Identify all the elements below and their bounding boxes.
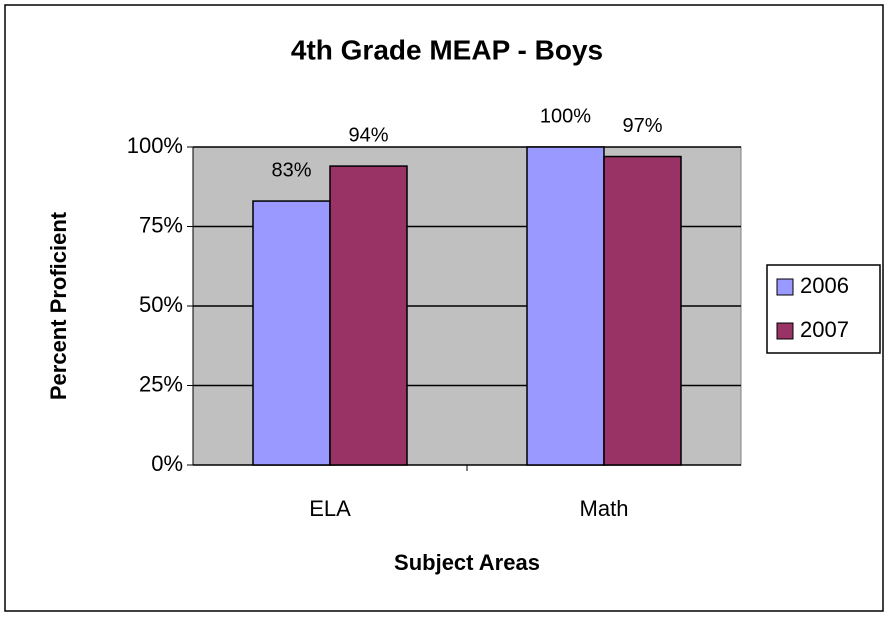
chart-title: 4th Grade MEAP - Boys <box>291 34 603 65</box>
bar <box>603 155 682 466</box>
bar <box>252 200 331 466</box>
x-tick-label: Math <box>580 496 629 521</box>
y-tick-label: 25% <box>139 371 183 396</box>
y-tick-label: 75% <box>139 212 183 237</box>
y-tick-label: 0% <box>151 451 183 476</box>
y-axis-label: Percent Proficient <box>46 211 71 400</box>
x-tick-label: ELA <box>309 496 351 521</box>
bar <box>329 165 408 466</box>
value-label: 100% <box>540 105 591 127</box>
legend-swatch <box>776 278 794 296</box>
bar <box>526 146 605 466</box>
x-axis-label: Subject Areas <box>394 550 540 575</box>
value-label: 83% <box>271 159 311 181</box>
value-label: 94% <box>348 124 388 146</box>
legend-label: 2006 <box>800 273 849 298</box>
legend-label: 2007 <box>800 317 849 342</box>
legend-swatch <box>776 322 794 340</box>
y-tick-label: 100% <box>127 133 183 158</box>
value-label: 97% <box>622 115 662 137</box>
y-tick-label: 50% <box>139 292 183 317</box>
